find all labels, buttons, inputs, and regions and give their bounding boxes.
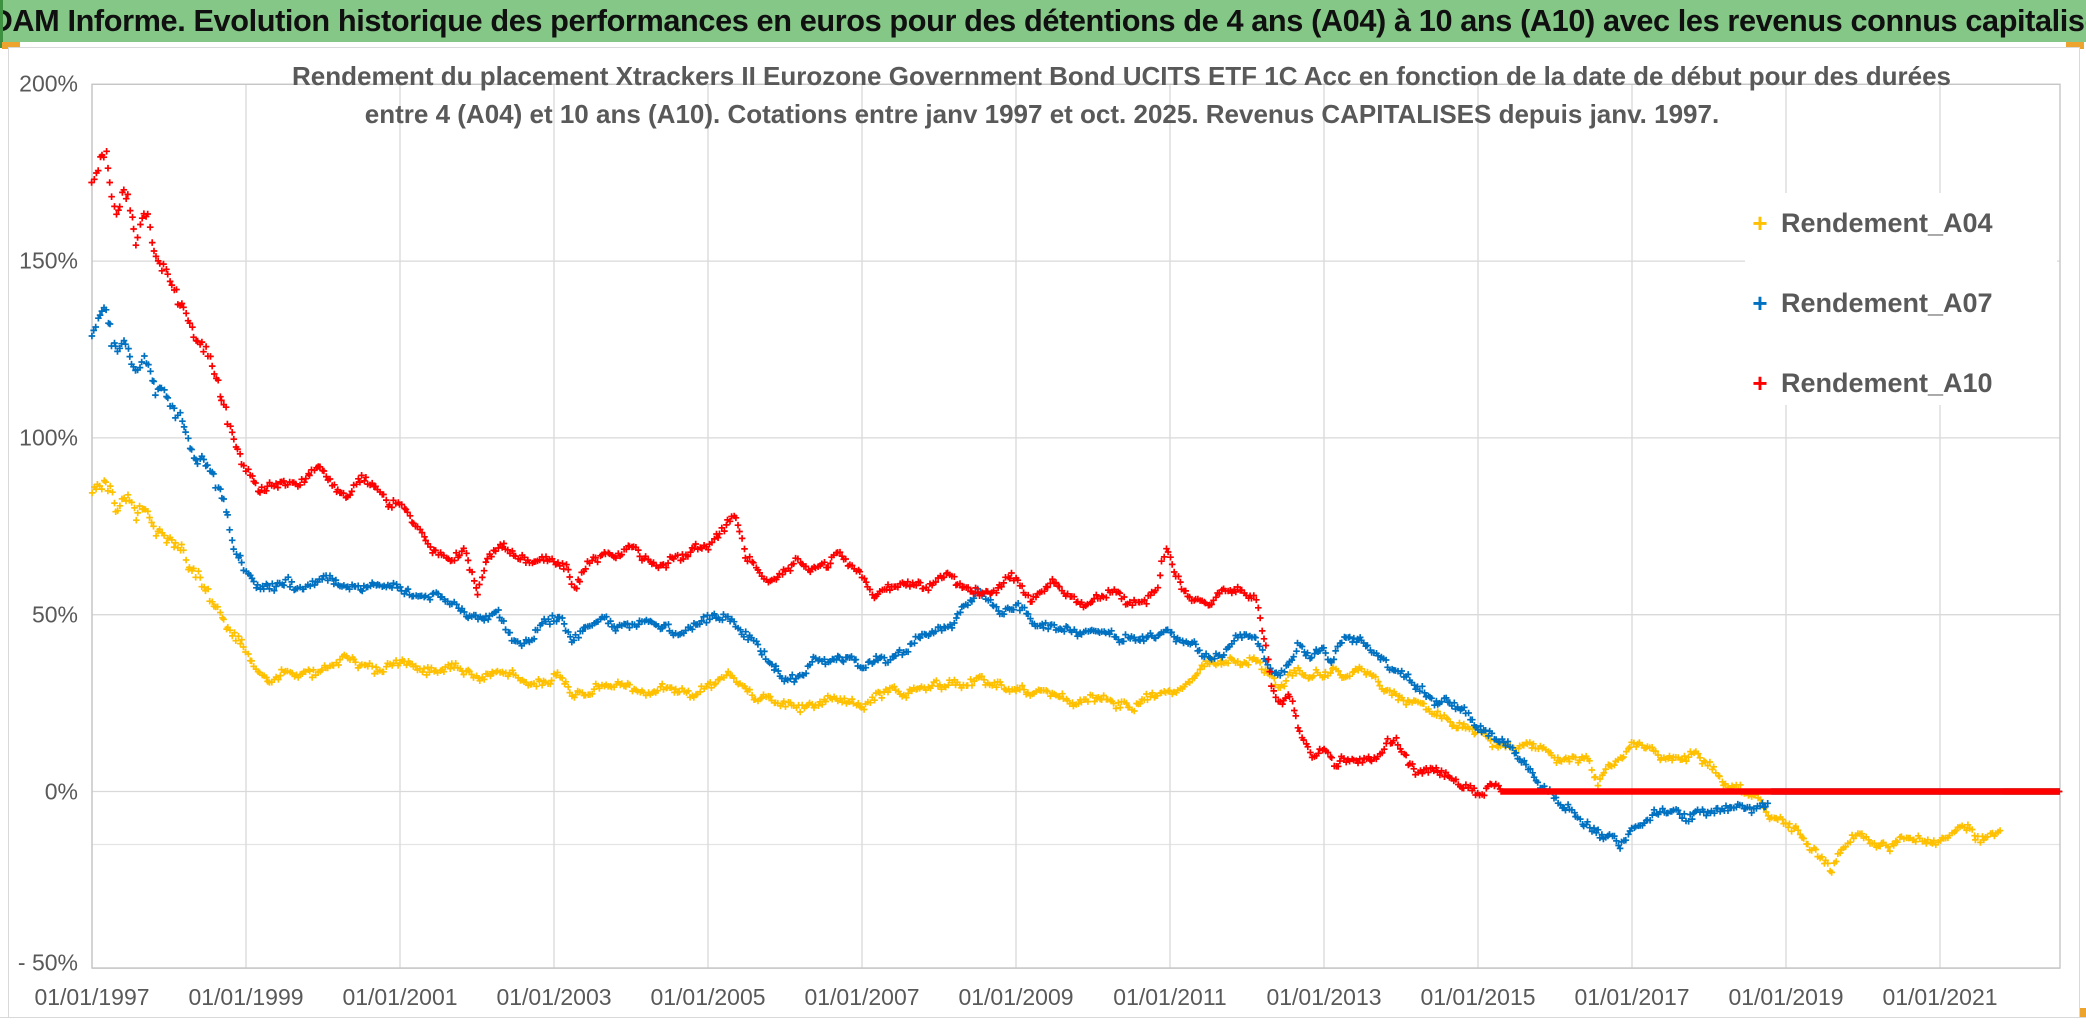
- y-tick-label: 0%: [44, 778, 78, 804]
- legend-item-a07[interactable]: + Rendement_A07: [1745, 286, 2057, 320]
- legend-item-a04[interactable]: + Rendement_A04: [1745, 206, 2057, 240]
- x-tick-label: 01/01/2015: [1420, 984, 1536, 1010]
- y-tick-label: 50%: [31, 601, 78, 628]
- y-tick-label: 150%: [19, 247, 78, 274]
- x-tick-label: 01/01/2017: [1574, 984, 1690, 1010]
- selection-handle-top-right[interactable]: [2066, 42, 2084, 49]
- x-tick-label: 01/01/1997: [34, 984, 150, 1010]
- x-tick-label: 01/01/2013: [1266, 984, 1382, 1010]
- legend-plus-marker-icon: +: [1752, 368, 1768, 398]
- x-tick-label: 01/01/2005: [650, 984, 766, 1010]
- y-tick-label: 100%: [19, 424, 78, 451]
- chart-title-line2: entre 4 (A04) et 10 ans (A10). Cotations…: [364, 99, 1720, 129]
- selection-handle-top-left[interactable]: [2, 42, 20, 49]
- plot-area-border: [91, 83, 2061, 969]
- x-tick-label: 01/01/2009: [958, 984, 1074, 1010]
- legend-item-label: Rendement_A04: [1781, 207, 1993, 238]
- legend-item-a10[interactable]: + Rendement_A10: [1745, 366, 2057, 400]
- x-tick-label: 01/01/2003: [496, 984, 612, 1010]
- legend-item-label: Rendement_A10: [1781, 367, 1993, 398]
- x-tick-label: 01/01/2011: [1113, 984, 1227, 1010]
- series-Rendement_A10[interactable]: [88, 148, 2063, 799]
- banner-title: ADAM Informe. Evolution historique des p…: [0, 3, 2086, 38]
- x-tick-label: 01/01/1999: [188, 984, 304, 1010]
- legend-plus-marker-icon: +: [1752, 208, 1768, 238]
- x-tick-label: 01/01/2007: [804, 984, 920, 1010]
- chart-title-line1: Rendement du placement Xtrackers II Euro…: [292, 61, 1951, 91]
- x-tick-label: 01/01/2021: [1882, 984, 1998, 1010]
- bottom-row-strip: [0, 1017, 2086, 1033]
- header-banner-cell[interactable]: ADAM Informe. Evolution historique des p…: [0, 0, 2086, 42]
- banner-left-edge: [0, 0, 3, 48]
- chart-object[interactable]: [8, 47, 2080, 1019]
- y-tick-label: 200%: [19, 70, 78, 97]
- x-tick-label: 01/01/2001: [342, 984, 458, 1010]
- series-Rendement_A04[interactable]: [88, 477, 2063, 876]
- legend-item-label: Rendement_A07: [1781, 287, 1993, 318]
- x-tick-label: 01/01/2019: [1728, 984, 1844, 1010]
- legend-plus-marker-icon: +: [1752, 288, 1768, 318]
- y-tick-label: - 50%: [17, 949, 78, 976]
- chart-legend[interactable]: + Rendement_A04 + Rendement_A07 + Rendement_A…: [1745, 193, 2057, 405]
